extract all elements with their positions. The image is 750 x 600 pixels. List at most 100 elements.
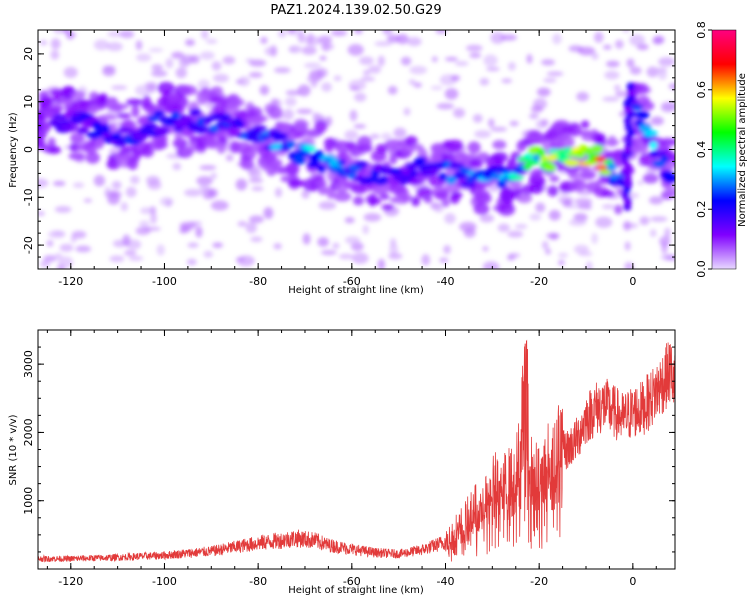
heatmap-speckle [574,197,593,205]
heatmap-speckle [576,91,589,102]
heatmap-halo [180,146,195,156]
heatmap-ridge-cell [652,160,666,168]
heatmap-speckle [196,176,213,186]
heatmap-speckle [637,180,644,185]
snr-panel: -120 -100 -80 -60 -40 -20 0 1000 2000 3000 Height… [8,329,676,596]
heatmap-speckle [623,220,631,232]
heatmap-speckle [303,62,322,69]
heatmap-speckle [529,213,542,221]
heatmap-speckle [544,248,552,255]
heatmap-streak-cell [624,139,633,148]
x-tick-label: -120 [58,575,83,588]
heatmap-speckle [444,56,459,62]
heatmap-speckle [543,77,557,83]
heatmap-halo [305,129,321,137]
heatmap-speckle [354,30,363,35]
heatmap-halo [272,165,286,174]
heatmap-speckle [479,77,490,86]
heatmap-speckle [482,246,489,252]
heatmap-speckle [585,261,593,269]
snr-line [38,339,675,563]
heatmap-halo [154,140,169,149]
y-tick-label: 10 [22,95,35,109]
heatmap-halo [41,96,56,104]
heatmap-ridge-cell [337,159,347,166]
heatmap-speckle [345,236,361,245]
heatmap-speckle [661,241,668,254]
heatmap-speckle [318,201,337,210]
heatmap-speckle [245,222,257,234]
heatmap-halo [492,139,507,150]
heatmap-halo [441,198,450,208]
heatmap-speckle [646,66,659,78]
heatmap-speckle [444,213,456,224]
heatmap-speckle [541,241,549,250]
heatmap-streak-cell [626,93,635,102]
heatmap-speckle [490,31,506,44]
heatmap-halo [357,135,372,149]
heatmap-ridge-cell [563,159,580,167]
heatmap-speckle [93,174,106,187]
heatmap-halo [268,105,283,119]
heatmap-speckle [349,109,358,122]
heatmap-speckle [278,30,287,38]
heatmap-speckle [602,96,620,102]
heatmap-ridge-cell [252,125,268,131]
heatmap-speckle [148,48,164,53]
heatmap-speckle [380,132,392,141]
y-tick-label: -10 [22,188,35,206]
heatmap-speckle [222,56,236,65]
heatmap-speckle [353,124,367,129]
heatmap-halo [275,121,291,132]
heatmap-speckle [238,76,250,87]
heatmap-speckle [639,216,650,226]
heatmap-speckle [93,39,110,51]
heatmap-halo [499,187,515,201]
heatmap-speckle [248,167,262,180]
heatmap-speckle [577,190,593,196]
heatmap-halo [71,90,86,100]
y-tick-label: 20 [22,47,35,61]
heatmap-speckle [120,30,135,39]
heatmap-speckle [59,243,74,252]
heatmap-halo [174,131,183,141]
heatmap-ridge-cell [649,141,658,150]
heatmap-speckle [107,31,124,38]
heatmap-speckle [528,113,539,119]
heatmap-halo [210,86,223,96]
heatmap-halo [367,197,382,205]
heatmap-halo [580,120,590,129]
heatmap-ridge-cell [292,156,306,165]
heatmap-ridge-cell [236,122,245,128]
colorbar: 0.0 0.2 0.4 0.6 0.8 Normalized spectral ampl… [695,21,748,278]
spectrogram-ylabel: Frequency (Hz) [8,112,19,188]
heatmap-speckle [344,129,359,141]
heatmap-ridge-cell [153,110,165,117]
heatmap-speckle [469,52,482,59]
heatmap-halo [516,192,533,204]
heatmap-speckle [435,30,447,34]
heatmap-ridge-cell [286,140,296,149]
heatmap-speckle [546,71,564,77]
heatmap-ridge-cell [438,172,447,181]
colorbar-tick-label: 0.2 [695,201,708,219]
heatmap-speckle [108,147,123,156]
heatmap-speckle [450,75,461,82]
heatmap-speckle [199,165,217,171]
heatmap-speckle [509,120,519,127]
heatmap-halo [333,191,352,202]
heatmap-speckle [389,243,399,256]
heatmap-speckle [629,66,642,75]
heatmap-halo [557,135,575,149]
heatmap-speckle [615,90,629,98]
heatmap-ridge-cell [305,145,316,152]
heatmap-speckle [593,31,604,43]
heatmap-ridge-cell [193,125,209,134]
heatmap-speckle [614,84,621,92]
heatmap-halo [400,194,413,202]
heatmap-speckle [249,59,267,67]
heatmap-speckle [312,112,320,118]
heatmap-speckle [165,199,172,208]
heatmap-speckle [205,38,218,44]
heatmap-speckle [393,127,407,139]
